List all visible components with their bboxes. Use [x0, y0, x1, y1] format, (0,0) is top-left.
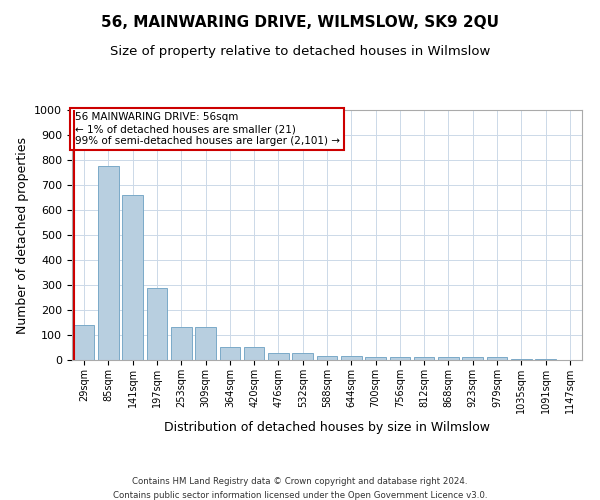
Bar [487, 357, 508, 360]
Bar [317, 356, 337, 360]
Bar [292, 353, 313, 360]
Bar [146, 288, 167, 360]
Bar [389, 357, 410, 360]
Bar [171, 327, 191, 360]
Bar [365, 357, 386, 360]
X-axis label: Distribution of detached houses by size in Wilmslow: Distribution of detached houses by size … [164, 422, 490, 434]
Bar [74, 325, 94, 360]
Bar [438, 357, 459, 360]
Bar [98, 166, 119, 360]
Bar [414, 357, 434, 360]
Text: Size of property relative to detached houses in Wilmslow: Size of property relative to detached ho… [110, 45, 490, 58]
Bar [195, 327, 216, 360]
Y-axis label: Number of detached properties: Number of detached properties [16, 136, 29, 334]
Bar [535, 358, 556, 360]
Text: 56, MAINWARING DRIVE, WILMSLOW, SK9 2QU: 56, MAINWARING DRIVE, WILMSLOW, SK9 2QU [101, 15, 499, 30]
Text: Contains HM Land Registry data © Crown copyright and database right 2024.: Contains HM Land Registry data © Crown c… [132, 478, 468, 486]
Bar [268, 353, 289, 360]
Text: 56 MAINWARING DRIVE: 56sqm
← 1% of detached houses are smaller (21)
99% of semi-: 56 MAINWARING DRIVE: 56sqm ← 1% of detac… [74, 112, 340, 146]
Bar [463, 357, 483, 360]
Bar [511, 358, 532, 360]
Bar [244, 347, 265, 360]
Text: Contains public sector information licensed under the Open Government Licence v3: Contains public sector information licen… [113, 491, 487, 500]
Bar [341, 356, 362, 360]
Bar [122, 195, 143, 360]
Bar [220, 347, 240, 360]
